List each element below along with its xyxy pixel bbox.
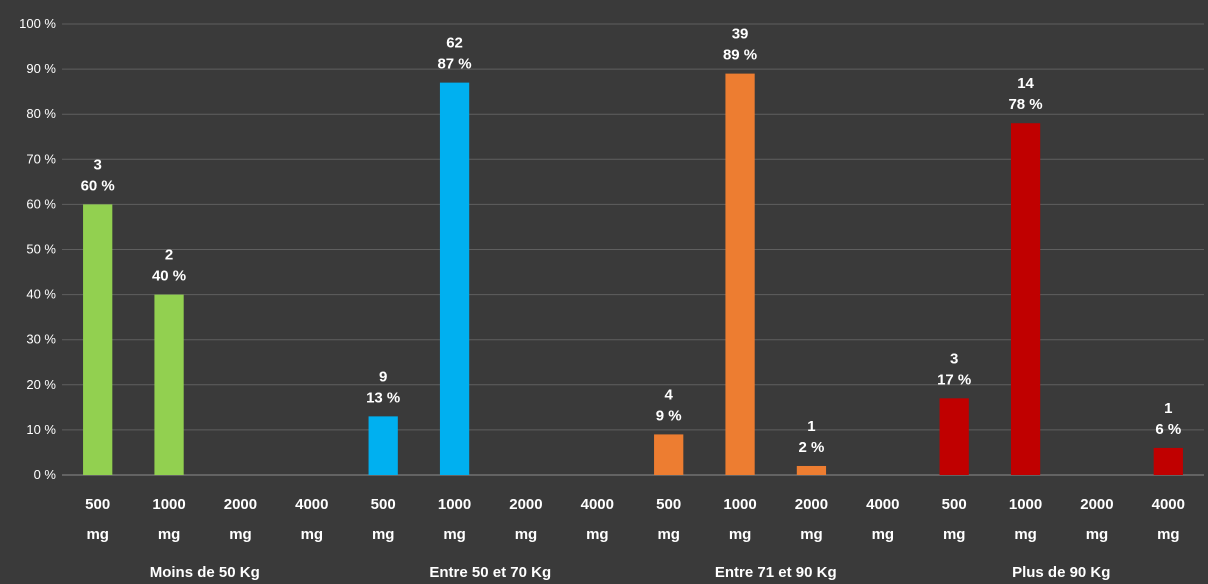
gridlines bbox=[62, 23, 1204, 476]
data-label-percent: 17 % bbox=[937, 371, 971, 388]
data-label-percent: 40 % bbox=[152, 268, 186, 285]
bar bbox=[725, 73, 755, 476]
x-tick-dose: 500 bbox=[942, 496, 967, 513]
y-tick-label: 10 % bbox=[26, 422, 56, 437]
x-tick-dose: 4000 bbox=[1152, 496, 1185, 513]
x-tick-dose: 500 bbox=[656, 496, 681, 513]
x-tick-dose: 4000 bbox=[866, 496, 899, 513]
data-label-count: 62 bbox=[446, 35, 463, 52]
y-tick-label: 40 % bbox=[26, 287, 56, 302]
data-label-percent: 78 % bbox=[1008, 96, 1042, 113]
bar bbox=[154, 294, 184, 475]
y-axis: 0 % 10 % 20 % 30 % 40 % 50 % 60 % 70 % 80 % 90 % 1… bbox=[19, 16, 56, 482]
data-label-count: 9 bbox=[379, 368, 387, 385]
data-label-count: 1 bbox=[807, 418, 815, 435]
data-label-count: 2 bbox=[165, 247, 173, 264]
x-tick-unit: mg bbox=[943, 526, 966, 543]
data-label-count: 14 bbox=[1017, 75, 1034, 92]
data-label-percent: 87 % bbox=[437, 56, 471, 73]
y-tick-label: 0 % bbox=[34, 467, 57, 482]
data-label-count: 3 bbox=[94, 156, 102, 173]
bar bbox=[83, 204, 113, 475]
y-tick-label: 100 % bbox=[19, 16, 56, 31]
x-tick-dose: 4000 bbox=[295, 496, 328, 513]
data-label-percent: 9 % bbox=[656, 407, 682, 424]
x-tick-unit: mg bbox=[229, 526, 252, 543]
data-labels: 3 60 % 2 40 % 9 13 % 62 87 % 4 9 % 39 89 % 1 2 % 3 17 %… bbox=[81, 26, 1182, 456]
x-tick-unit: mg bbox=[86, 526, 109, 543]
x-tick-unit: mg bbox=[158, 526, 181, 543]
data-label-percent: 2 % bbox=[799, 439, 825, 456]
x-tick-unit: mg bbox=[301, 526, 324, 543]
data-label-percent: 13 % bbox=[366, 389, 400, 406]
bar bbox=[439, 82, 470, 475]
x-tick-unit: mg bbox=[800, 526, 823, 543]
bar bbox=[796, 465, 827, 475]
x-tick-unit: mg bbox=[586, 526, 609, 543]
x-group-label: Entre 71 et 90 Kg bbox=[715, 564, 837, 581]
x-tick-unit: mg bbox=[515, 526, 538, 543]
x-tick-dose: 1000 bbox=[1009, 496, 1042, 513]
x-tick-dose: 1000 bbox=[438, 496, 471, 513]
x-tick-dose: 4000 bbox=[581, 496, 614, 513]
x-tick-dose: 2000 bbox=[509, 496, 542, 513]
data-label-count: 39 bbox=[732, 26, 749, 43]
bar bbox=[939, 398, 969, 475]
x-tick-unit: mg bbox=[443, 526, 466, 543]
x-tick-unit: mg bbox=[1014, 526, 1037, 543]
x-tick-unit: mg bbox=[1157, 526, 1180, 543]
y-tick-label: 80 % bbox=[26, 106, 56, 121]
data-label-percent: 89 % bbox=[723, 47, 757, 64]
bar bbox=[368, 416, 398, 475]
x-tick-unit: mg bbox=[729, 526, 752, 543]
data-label-count: 3 bbox=[950, 350, 958, 367]
x-tick-unit: mg bbox=[657, 526, 680, 543]
x-tick-unit: mg bbox=[372, 526, 395, 543]
bars bbox=[83, 73, 1183, 476]
x-tick-dose: 500 bbox=[85, 496, 110, 513]
y-tick-label: 50 % bbox=[26, 242, 56, 257]
data-label-percent: 60 % bbox=[81, 177, 115, 194]
x-tick-dose: 2000 bbox=[795, 496, 828, 513]
x-axis: 500 mg 1000 mg 2000 mg 4000 mg Moins de 50 Kg 500… bbox=[85, 496, 1185, 581]
data-label-percent: 6 % bbox=[1155, 421, 1181, 438]
y-tick-label: 90 % bbox=[26, 61, 56, 76]
bar bbox=[1010, 123, 1041, 475]
x-tick-unit: mg bbox=[872, 526, 895, 543]
data-label-count: 4 bbox=[665, 386, 674, 403]
bar bbox=[1153, 447, 1183, 475]
bar bbox=[654, 434, 684, 475]
x-group-label: Plus de 90 Kg bbox=[1012, 564, 1110, 581]
x-tick-dose: 1000 bbox=[152, 496, 185, 513]
x-tick-dose: 2000 bbox=[1080, 496, 1113, 513]
x-tick-dose: 1000 bbox=[723, 496, 756, 513]
x-group-label: Entre 50 et 70 Kg bbox=[429, 564, 551, 581]
y-tick-label: 70 % bbox=[26, 151, 56, 166]
x-tick-unit: mg bbox=[1086, 526, 1109, 543]
y-tick-label: 20 % bbox=[26, 377, 56, 392]
y-tick-label: 30 % bbox=[26, 332, 56, 347]
x-tick-dose: 2000 bbox=[224, 496, 257, 513]
x-group-label: Moins de 50 Kg bbox=[150, 564, 260, 581]
data-label-count: 1 bbox=[1164, 400, 1172, 417]
x-tick-dose: 500 bbox=[371, 496, 396, 513]
y-tick-label: 60 % bbox=[26, 196, 56, 211]
